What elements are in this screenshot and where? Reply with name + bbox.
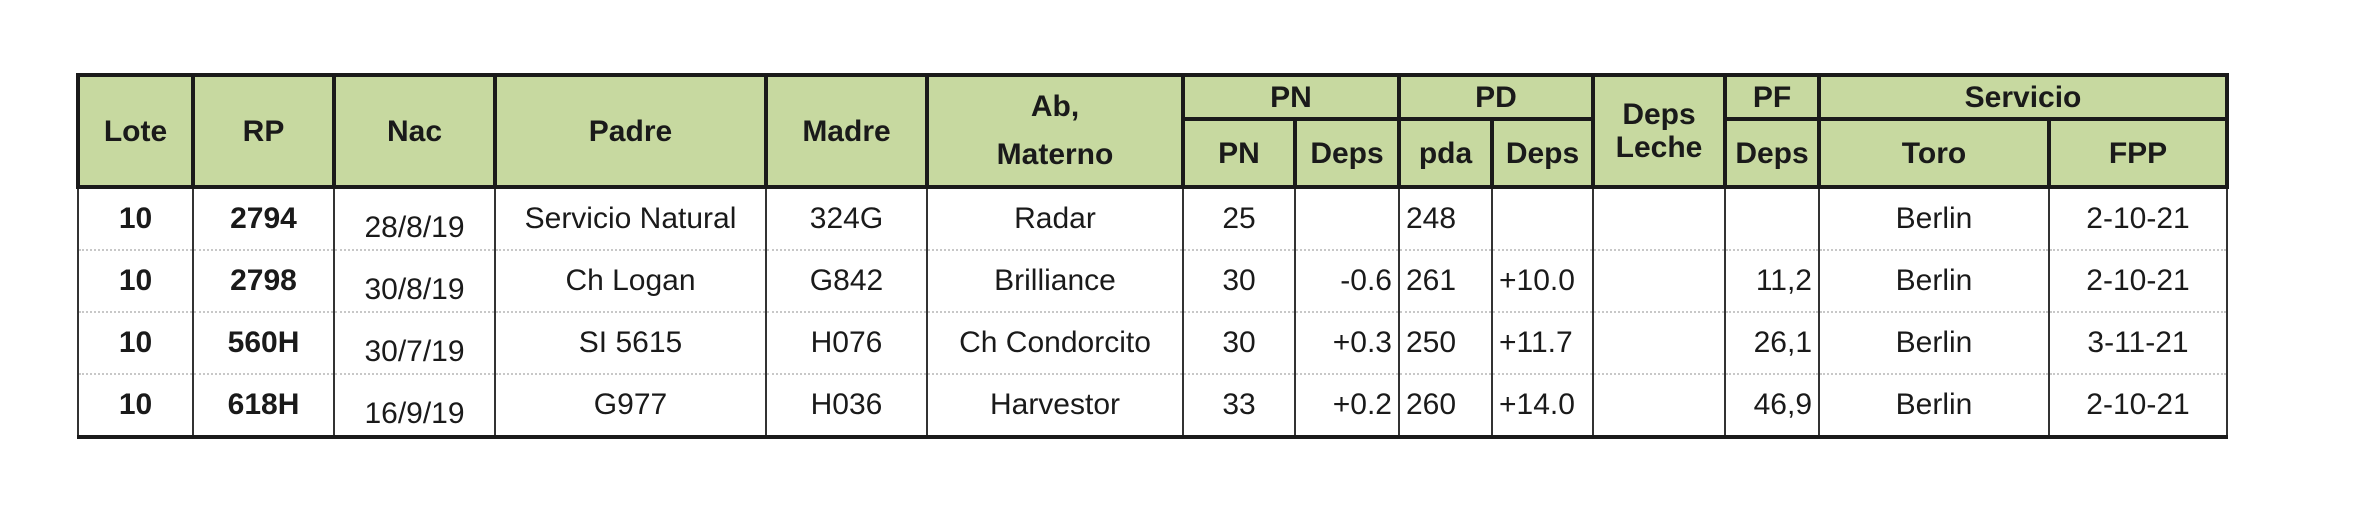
cell-pd-deps: +14.0 bbox=[1491, 374, 1594, 439]
cell-padre: Ch Logan bbox=[494, 250, 767, 313]
cell-ab: Harvestor bbox=[926, 374, 1184, 439]
cell-leche bbox=[1592, 312, 1726, 375]
cell-pda: 261 bbox=[1398, 250, 1493, 313]
cell-pf-deps: 46,9 bbox=[1724, 374, 1820, 439]
cell-pn: 25 bbox=[1182, 187, 1296, 251]
cell-pd-deps: +10.0 bbox=[1491, 250, 1594, 313]
table-row: 10 2798 30/8/19 Ch Logan G842 Brilliance 30 -0.… bbox=[77, 250, 2229, 313]
cell-toro: Berlin bbox=[1818, 250, 2050, 313]
header-fpp: FPP bbox=[2046, 117, 2230, 189]
cell-nac: 30/7/19 bbox=[333, 312, 496, 375]
cell-lote: 10 bbox=[77, 374, 194, 439]
cell-pf-deps: 11,2 bbox=[1724, 250, 1820, 313]
cell-madre: G842 bbox=[765, 250, 928, 313]
header-deps-leche: Deps Leche bbox=[1591, 73, 1727, 189]
cell-madre: H036 bbox=[765, 374, 928, 439]
header-ab-line1: Ab, bbox=[1030, 90, 1080, 123]
cell-fpp: 3-11-21 bbox=[2047, 312, 2229, 375]
cell-ab: Ch Condorcito bbox=[926, 312, 1184, 375]
cell-padre: Servicio Natural bbox=[494, 187, 767, 251]
header-pf-group: PF bbox=[1723, 73, 1821, 121]
cell-rp: 2798 bbox=[192, 250, 335, 313]
cell-madre: H076 bbox=[765, 312, 928, 375]
header-pd-group: PD bbox=[1397, 73, 1595, 121]
cell-lote: 10 bbox=[77, 250, 194, 313]
cell-pn: 30 bbox=[1182, 312, 1296, 375]
table-row: 10 560H 30/7/19 SI 5615 H076 Ch Condorcito 30 +… bbox=[77, 312, 2229, 375]
header-pn-group: PN bbox=[1181, 73, 1401, 121]
cell-pn: 30 bbox=[1182, 250, 1296, 313]
cell-nac: 28/8/19 bbox=[333, 187, 496, 251]
header-padre: Padre bbox=[493, 73, 768, 189]
table-row: 10 2794 28/8/19 Servicio Natural 324G Radar 25… bbox=[77, 187, 2229, 251]
table-body: 10 2794 28/8/19 Servicio Natural 324G Radar 25… bbox=[77, 187, 2229, 439]
cell-padre: SI 5615 bbox=[494, 312, 767, 375]
cell-padre: G977 bbox=[494, 374, 767, 439]
cell-rp: 618H bbox=[192, 374, 335, 439]
header-pf-deps: Deps bbox=[1723, 117, 1821, 189]
cell-pn: 33 bbox=[1182, 374, 1296, 439]
header-leche-line2: Leche bbox=[1615, 131, 1703, 164]
cell-leche bbox=[1592, 250, 1726, 313]
header-pn-deps: Deps bbox=[1293, 117, 1401, 189]
cell-lote: 10 bbox=[77, 312, 194, 375]
cell-pn-deps: +0.3 bbox=[1294, 312, 1400, 375]
table-row: 10 618H 16/9/19 G977 H036 Harvestor 33 +0.2 260 +… bbox=[77, 374, 2229, 439]
header-servicio-group: Servicio bbox=[1816, 73, 2230, 121]
header-pn-pn: PN bbox=[1181, 117, 1297, 189]
cell-nac: 30/8/19 bbox=[333, 250, 496, 313]
cell-pd-deps: +11.7 bbox=[1491, 312, 1594, 375]
header-nac: Nac bbox=[332, 73, 497, 189]
cell-pf-deps: 26,1 bbox=[1724, 312, 1820, 375]
cell-madre: 324G bbox=[765, 187, 928, 251]
header-toro: Toro bbox=[1817, 117, 2051, 189]
header-madre: Madre bbox=[764, 73, 929, 189]
cell-fpp: 2-10-21 bbox=[2047, 250, 2229, 313]
cell-pf-deps bbox=[1724, 187, 1820, 251]
cell-pda: 260 bbox=[1398, 374, 1493, 439]
cell-toro: Berlin bbox=[1818, 312, 2050, 375]
cell-pda: 250 bbox=[1398, 312, 1493, 375]
cell-fpp: 2-10-21 bbox=[2047, 187, 2229, 251]
cell-rp: 560H bbox=[192, 312, 335, 375]
header-ab-line2: Materno bbox=[996, 138, 1114, 171]
header-leche-line1: Deps bbox=[1622, 98, 1696, 131]
cell-lote: 10 bbox=[77, 187, 194, 251]
cell-ab: Brilliance bbox=[926, 250, 1184, 313]
cell-rp: 2794 bbox=[192, 187, 335, 251]
header-lote: Lote bbox=[76, 73, 195, 189]
cell-leche bbox=[1592, 187, 1726, 251]
header-ab-materno: Ab, Materno bbox=[925, 73, 1185, 189]
header-rp: RP bbox=[191, 73, 336, 189]
cell-pn-deps: +0.2 bbox=[1294, 374, 1400, 439]
cell-toro: Berlin bbox=[1818, 374, 2050, 439]
cell-nac: 16/9/19 bbox=[333, 374, 496, 439]
cell-fpp: 2-10-21 bbox=[2047, 374, 2229, 439]
cell-leche bbox=[1592, 374, 1726, 439]
cell-pn-deps bbox=[1294, 187, 1400, 251]
cell-pd-deps bbox=[1491, 187, 1594, 251]
cell-pda: 248 bbox=[1398, 187, 1493, 251]
cattle-table: Lote RP Nac Padre Madre Ab, Materno PN PD… bbox=[76, 73, 2230, 439]
cell-pn-deps: -0.6 bbox=[1294, 250, 1400, 313]
cell-toro: Berlin bbox=[1818, 187, 2050, 251]
table-header: Lote RP Nac Padre Madre Ab, Materno PN PD… bbox=[76, 73, 2230, 189]
cell-ab: Radar bbox=[926, 187, 1184, 251]
header-pd-pda: pda bbox=[1397, 117, 1494, 189]
header-pd-deps: Deps bbox=[1490, 117, 1595, 189]
